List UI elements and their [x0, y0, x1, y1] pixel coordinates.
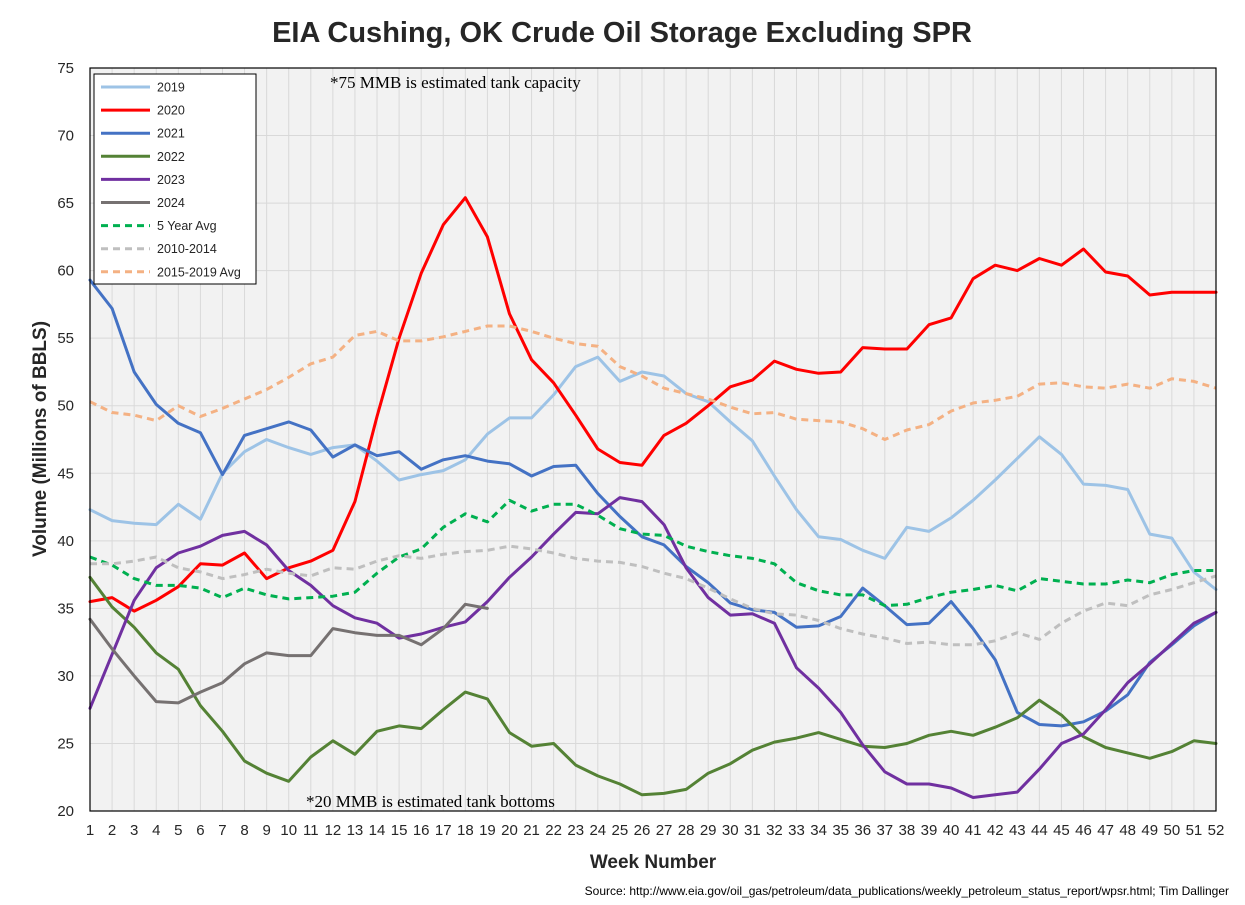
series-line-2020: [88, 196, 1218, 613]
x-tick-label: 26: [634, 822, 651, 839]
series-line-2019: [88, 355, 1218, 591]
x-tick-label: 51: [1186, 822, 1203, 839]
x-tick-label: 1: [86, 822, 94, 839]
y-tick-label: 25: [57, 735, 74, 752]
x-tick-label: 9: [262, 822, 270, 839]
x-tick-label: 38: [899, 822, 916, 839]
x-tick-label: 11: [303, 822, 319, 839]
x-tick-label: 14: [369, 822, 386, 839]
x-tick-label: 31: [744, 822, 761, 839]
series-line-2024: [88, 602, 489, 705]
y-tick-label: 30: [57, 668, 74, 685]
legend-label-2024: 2024: [157, 196, 185, 210]
x-tick-label: 44: [1031, 822, 1048, 839]
legend-label-2015-2019-avg: 2015-2019 Avg: [157, 265, 241, 279]
x-tick-label: 33: [788, 822, 805, 839]
x-tick-label: 28: [678, 822, 695, 839]
y-tick-label: 45: [57, 465, 74, 482]
x-tick-label: 46: [1075, 822, 1092, 839]
x-tick-label: 20: [501, 822, 518, 839]
annotation-tank-bottoms: *20 MMB is estimated tank bottoms: [306, 792, 555, 811]
legend-label-2010-2014: 2010-2014: [157, 242, 217, 256]
x-tick-label: 10: [280, 822, 297, 839]
x-tick-label: 21: [523, 822, 540, 839]
series-lines: [88, 196, 1218, 799]
x-tick-label: 42: [987, 822, 1004, 839]
x-tick-label: 22: [545, 822, 562, 839]
x-tick-label: 3: [130, 822, 138, 839]
legend-label-5-year-avg: 5 Year Avg: [157, 219, 217, 233]
y-tick-label: 35: [57, 600, 74, 617]
series-line-2021: [88, 278, 1218, 728]
x-tick-label: 50: [1163, 822, 1180, 839]
x-tick-label: 23: [567, 822, 584, 839]
series-line-2015-2019-avg: [89, 324, 1217, 441]
x-tick-label: 17: [435, 822, 452, 839]
legend-label-2020: 2020: [157, 104, 185, 118]
x-tick-label: 41: [965, 822, 982, 839]
y-axis-title: Volume (Millions of BBLS): [30, 321, 51, 557]
series-line-2023: [88, 496, 1218, 799]
legend-label-2023: 2023: [157, 173, 185, 187]
legend: 2019 2020 2021 2022 2023 2024 5 Year Avg 2010-2…: [93, 73, 257, 285]
x-tick-label: 2: [108, 822, 116, 839]
x-tick-label: 39: [921, 822, 938, 839]
y-tick-label: 75: [57, 60, 74, 77]
x-axis-title: Week Number: [590, 852, 717, 873]
chart-title: EIA Cushing, OK Crude Oil Storage Exclud…: [272, 17, 972, 49]
x-tick-label: 15: [391, 822, 408, 839]
x-tick-label: 30: [722, 822, 739, 839]
x-tick-label: 45: [1053, 822, 1070, 839]
x-tick-label: 37: [876, 822, 893, 839]
series-line-2010-2014: [90, 544, 1217, 647]
y-tick-label: 50: [57, 398, 74, 415]
y-tick-label: 40: [57, 533, 74, 550]
x-tick-label: 29: [700, 822, 717, 839]
annotation-tank-capacity: *75 MMB is estimated tank capacity: [330, 73, 581, 92]
x-tick-label: 25: [612, 822, 629, 839]
y-tick-label: 60: [57, 263, 74, 280]
legend-label-2019: 2019: [157, 81, 185, 95]
legend-items: 2019 2020 2021 2022 2023 2024 5 Year Avg 2010-2…: [101, 81, 241, 279]
legend-label-2021: 2021: [157, 127, 185, 141]
legend-label-2022: 2022: [157, 150, 185, 164]
y-tick-label: 20: [57, 803, 74, 820]
x-tick-label: 8: [240, 822, 248, 839]
x-tick-label: 6: [196, 822, 204, 839]
x-tick-label: 43: [1009, 822, 1026, 839]
x-tick-label: 35: [832, 822, 849, 839]
x-tick-label: 7: [218, 822, 226, 839]
x-tick-label: 27: [656, 822, 673, 839]
x-tick-label: 34: [810, 822, 827, 839]
plot-border: [89, 67, 1217, 812]
x-tick-label: 48: [1119, 822, 1136, 839]
y-tick-label: 55: [57, 330, 74, 347]
plot-area: [90, 68, 1216, 811]
x-tick-label: 47: [1097, 822, 1114, 839]
x-tick-label: 19: [479, 822, 496, 839]
x-tick-label: 36: [854, 822, 871, 839]
x-tick-label: 16: [413, 822, 430, 839]
source-note: Source: http://www.eia.gov/oil_gas/petro…: [585, 884, 1229, 898]
y-tick-label: 70: [57, 128, 74, 145]
x-tick-label: 32: [766, 822, 783, 839]
x-tick-label: 13: [347, 822, 364, 839]
x-axis-ticks: 1 2 3 4 5 6 7 8 9 10 11 12 13 14 15 16 17 18 19 20 21 22 23 24 2…: [86, 822, 1225, 839]
x-tick-label: 49: [1141, 822, 1158, 839]
x-tick-label: 5: [174, 822, 182, 839]
x-tick-label: 4: [152, 822, 160, 839]
x-tick-label: 12: [325, 822, 342, 839]
x-tick-label: 18: [457, 822, 474, 839]
x-tick-label: 52: [1208, 822, 1225, 839]
x-tick-label: 24: [589, 822, 606, 839]
series-line-2022: [88, 575, 1218, 797]
y-tick-label: 65: [57, 195, 74, 212]
x-tick-label: 40: [943, 822, 960, 839]
y-axis-ticks: 20 25 30 35 40 45 50 55 60 65 70 75: [57, 60, 74, 820]
